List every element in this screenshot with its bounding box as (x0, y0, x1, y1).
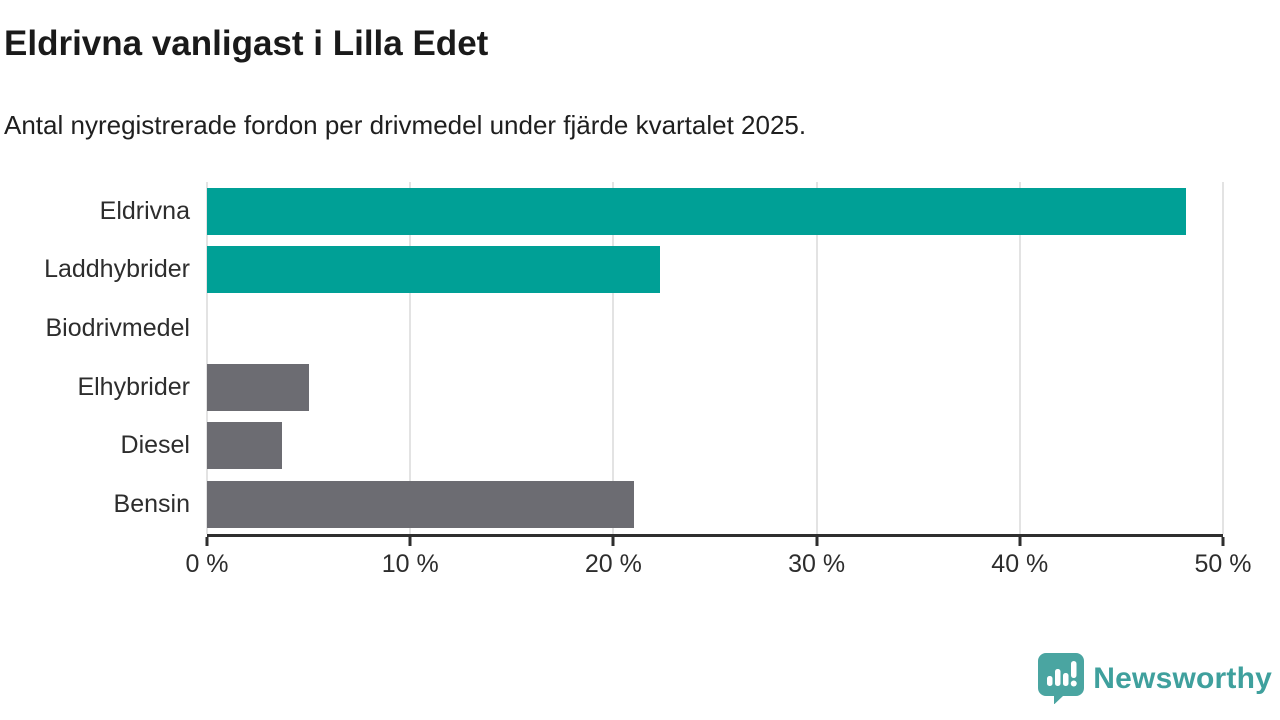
x-tick-label-20: 20 % (584, 550, 642, 578)
x-tick-label-50: 50 % (1194, 550, 1252, 578)
x-tick-label-10: 10 % (381, 550, 439, 578)
bar-laddhybrider (207, 246, 661, 294)
gridline-40 (1018, 182, 1021, 534)
bar-row-bensin (207, 475, 1223, 534)
gridline-0 (206, 182, 208, 534)
gridline-20 (612, 182, 615, 534)
x-tick-label-30: 30 % (788, 550, 846, 578)
chart-title: Eldrivna vanligast i Lilla Edet (4, 24, 489, 63)
bar-eldrivna (207, 187, 1187, 235)
category-label-laddhybrider: Laddhybrider (44, 255, 190, 284)
newsworthy-brand: Newsworthy (1038, 653, 1272, 704)
bar-row-biodrivmedel (207, 299, 1223, 358)
category-label-elhybrider: Elhybrider (77, 372, 190, 401)
bar-row-elhybrider (207, 358, 1223, 417)
gridline-10 (409, 182, 412, 534)
gridline-30 (815, 182, 818, 534)
category-label-biodrivmedel: Biodrivmedel (45, 314, 190, 343)
bar-elhybrider (207, 363, 309, 411)
x-tick-label-40: 40 % (991, 550, 1049, 578)
bar-row-diesel (207, 417, 1223, 476)
x-tick-10 (408, 537, 412, 546)
bar-bensin (207, 481, 634, 529)
category-label-bensin: Bensin (113, 490, 190, 519)
bar-diesel (207, 422, 283, 470)
x-tick-50 (1221, 537, 1225, 546)
newsworthy-logo-icon (1038, 653, 1085, 704)
chart-subtitle: Antal nyregistrerade fordon per drivmede… (4, 110, 807, 140)
x-tick-20 (611, 537, 615, 546)
x-tick-40 (1018, 537, 1022, 546)
bars-layer (207, 182, 1223, 534)
x-tick-30 (815, 537, 819, 546)
category-label-eldrivna: Eldrivna (99, 196, 190, 225)
x-tick-0 (205, 537, 209, 546)
plot-area: 0 % 10 % 20 % 30 % 40 % 50 % (185, 182, 1251, 578)
bar-chart: Eldrivna Laddhybrider Biodrivmedel Elhybrid… (0, 182, 1280, 582)
gridline-50 (1222, 182, 1224, 534)
bar-row-laddhybrider (207, 241, 1223, 300)
newsworthy-brand-name: Newsworthy (1093, 661, 1272, 695)
category-label-diesel: Diesel (120, 431, 190, 460)
x-axis-line (207, 534, 1223, 537)
x-tick-label-0: 0 % (185, 550, 229, 578)
category-labels: Eldrivna Laddhybrider Biodrivmedel Elhybrid… (0, 182, 190, 534)
bar-row-eldrivna (207, 182, 1223, 241)
